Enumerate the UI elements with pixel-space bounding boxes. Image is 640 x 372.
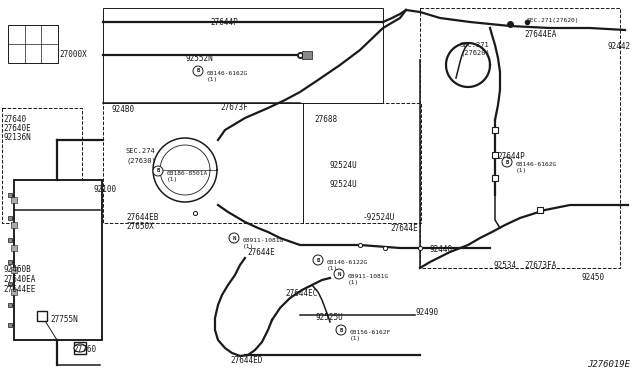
Text: (27630): (27630) (126, 157, 156, 164)
Text: 27760: 27760 (73, 345, 96, 354)
Bar (2, 108, 82, 223)
Circle shape (229, 233, 239, 243)
Circle shape (446, 43, 490, 87)
Text: 27644ED: 27644ED (230, 356, 262, 365)
Text: 27644E: 27644E (247, 248, 275, 257)
Text: (27620): (27620) (460, 50, 490, 57)
Text: 08911-1081G
(1): 08911-1081G (1) (243, 238, 284, 249)
Text: N: N (232, 235, 236, 241)
Text: 08186-8501A
(1): 08186-8501A (1) (167, 171, 208, 182)
Text: 92525U: 92525U (315, 313, 343, 322)
Text: 92442: 92442 (608, 42, 631, 51)
Text: 27644P: 27644P (210, 18, 237, 27)
Text: 92552N: 92552N (185, 54, 212, 63)
Text: 27673FA: 27673FA (524, 261, 556, 270)
Text: B: B (196, 68, 200, 74)
Bar (103, 103, 303, 223)
Text: 92460B: 92460B (3, 265, 31, 274)
Text: 08156-6162F
(1): 08156-6162F (1) (350, 330, 391, 341)
Text: 08146-6122G
(1): 08146-6122G (1) (327, 260, 368, 271)
Text: SEC.271(27620): SEC.271(27620) (527, 18, 579, 23)
Bar (8, 25, 58, 63)
Text: 08146-6162G
(1): 08146-6162G (1) (516, 162, 557, 173)
Text: 924B0: 924B0 (112, 105, 135, 114)
Text: -92524U: -92524U (363, 213, 396, 222)
Text: 27673F: 27673F (220, 103, 248, 112)
Text: SEC.274: SEC.274 (126, 148, 156, 154)
Text: 27640: 27640 (3, 115, 26, 124)
Text: 92490: 92490 (415, 308, 438, 317)
Circle shape (336, 325, 346, 335)
Text: 27644EC: 27644EC (285, 289, 317, 298)
Bar (103, 8, 383, 103)
Text: 92524U: 92524U (329, 161, 356, 170)
Bar (14, 180, 102, 340)
Bar (11, 289, 17, 295)
Text: 08146-6162G
(1): 08146-6162G (1) (207, 71, 248, 82)
Text: 27644EB: 27644EB (126, 213, 158, 222)
Text: 08911-1081G
(1): 08911-1081G (1) (348, 274, 389, 285)
Text: 92524U: 92524U (329, 180, 356, 189)
Text: 27640E: 27640E (3, 124, 31, 133)
Text: B: B (339, 327, 342, 333)
Text: 92534: 92534 (494, 261, 517, 270)
Text: B: B (316, 257, 319, 263)
Text: J276019E: J276019E (587, 360, 630, 369)
Circle shape (193, 66, 203, 76)
Text: 27755N: 27755N (50, 315, 77, 324)
Text: SEC.271: SEC.271 (460, 42, 490, 48)
Circle shape (153, 166, 163, 176)
Text: B: B (156, 169, 159, 173)
Text: 27650X: 27650X (126, 222, 154, 231)
Text: 92100: 92100 (93, 185, 116, 194)
Circle shape (334, 269, 344, 279)
Bar (11, 222, 17, 228)
Text: 92450: 92450 (581, 273, 604, 282)
Circle shape (502, 157, 512, 167)
Text: 27000X: 27000X (59, 50, 87, 59)
Text: N: N (337, 272, 340, 276)
Circle shape (313, 255, 323, 265)
Text: 27640EA: 27640EA (3, 275, 35, 284)
Text: 27644P: 27644P (497, 152, 525, 161)
Text: 92440: 92440 (430, 245, 453, 254)
Bar (11, 267, 17, 273)
Bar (14, 180, 102, 340)
Text: 92136N: 92136N (3, 133, 31, 142)
Bar (420, 8, 620, 268)
Text: B: B (506, 160, 509, 164)
Bar (303, 103, 421, 223)
Bar (302, 51, 312, 59)
Text: 27688: 27688 (314, 115, 337, 124)
Bar (11, 197, 17, 203)
Text: 27644E: 27644E (390, 224, 418, 233)
Text: 27644EE: 27644EE (3, 285, 35, 294)
Text: 27644EA: 27644EA (524, 30, 556, 39)
Ellipse shape (74, 344, 86, 352)
Bar (11, 245, 17, 251)
